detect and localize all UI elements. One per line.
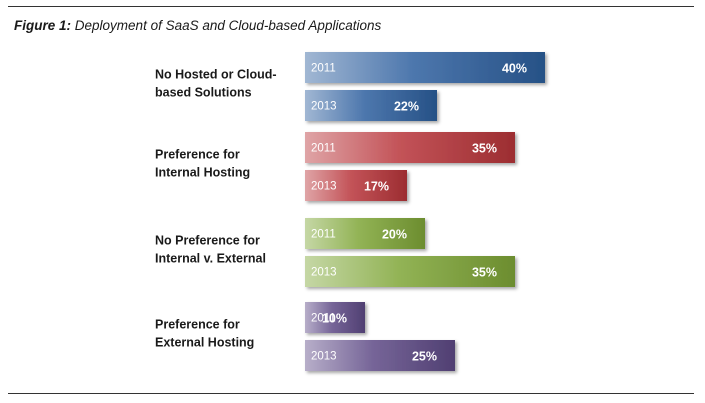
bar [305,302,365,333]
top-rule [8,6,694,7]
series-year-label: 2013 [311,181,337,193]
figure-caption: Deployment of SaaS and Cloud-based Appli… [74,18,382,33]
series-year-label: 2011 [311,63,336,75]
series-year-label: 2013 [311,101,337,113]
bar [305,132,515,163]
bar-value-label: 35% [472,266,497,280]
bar [305,170,407,201]
category-label: No Hosted or Cloud- [155,68,277,82]
series-year-label: 2011 [311,229,336,241]
series-year-label: 2011 [311,143,336,155]
bar [305,218,425,249]
bar-value-label: 20% [382,228,407,242]
bar [305,52,545,83]
bar-value-label: 17% [364,180,389,194]
series-year-label: 2013 [311,267,337,279]
series-year-label: 2013 [311,351,337,363]
bar-value-label: 35% [472,142,497,156]
figure-title: Figure 1: Deployment of SaaS and Cloud-b… [14,18,381,33]
category-label: No Preference for [155,234,260,248]
category-label: based Solutions [155,86,252,100]
series-year-label: 2011 [311,313,336,325]
bar-value-label: 10% [322,312,347,326]
bar-value-label: 25% [412,350,437,364]
figure-number: Figure 1: [14,18,72,33]
bar-value-label: 40% [502,62,527,76]
bar [305,256,515,287]
category-label: Preference for [155,318,240,332]
bar [305,90,437,121]
bar-value-label: 22% [394,100,419,114]
bar [305,340,455,371]
bottom-rule [8,393,694,394]
category-label: Internal v. External [155,252,266,266]
category-label: External Hosting [155,336,254,350]
category-label: Preference for [155,148,240,162]
category-label: Internal Hosting [155,166,250,180]
